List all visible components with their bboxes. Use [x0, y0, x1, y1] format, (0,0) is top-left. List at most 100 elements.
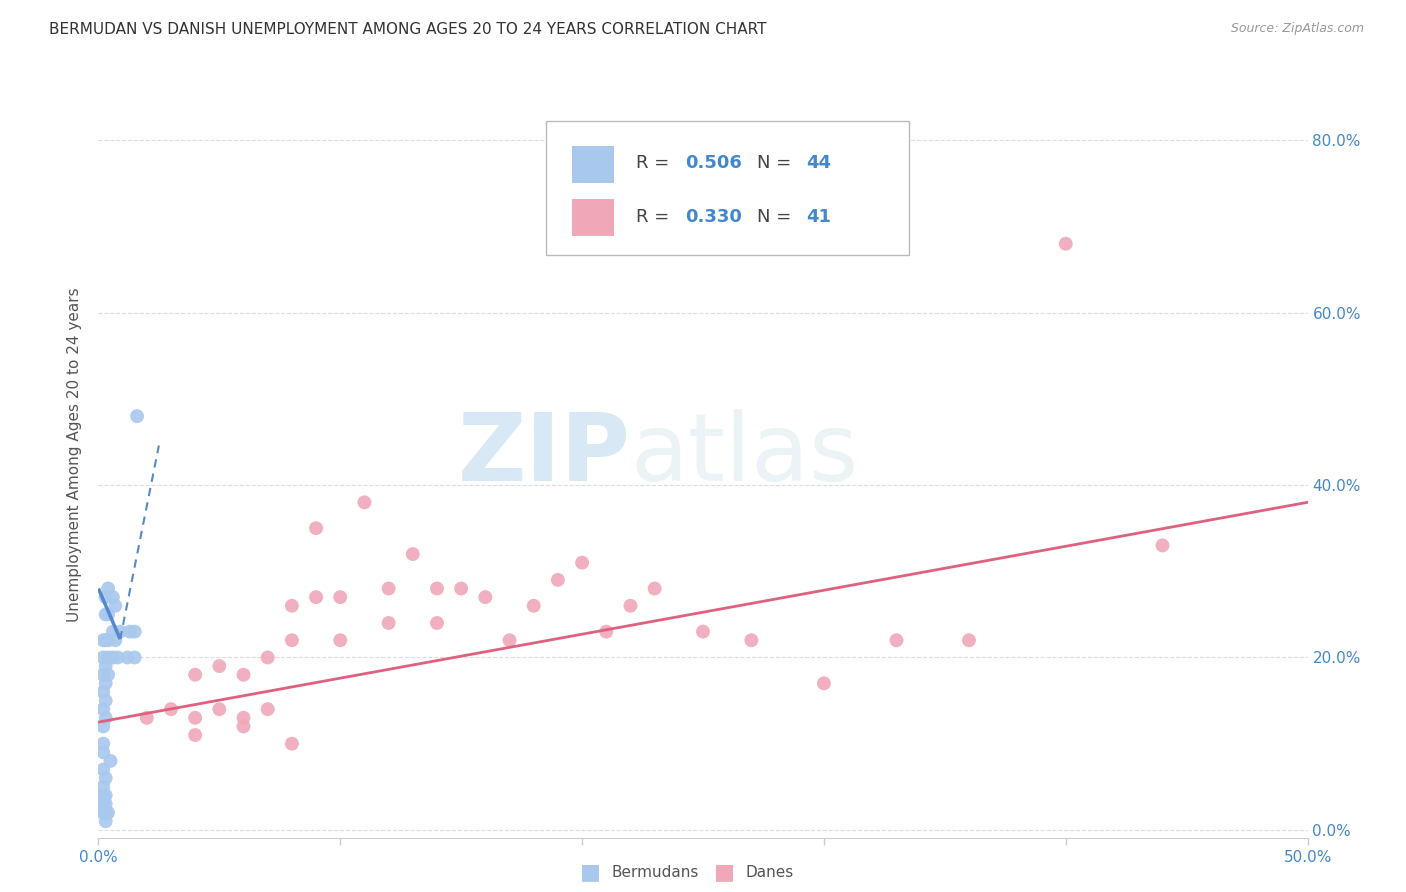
Point — [281, 737, 304, 751]
Text: Bermudans: Bermudans — [612, 865, 699, 880]
Point — [957, 633, 980, 648]
Point — [97, 805, 120, 820]
Point — [353, 495, 375, 509]
Text: 41: 41 — [806, 208, 831, 226]
Point — [97, 633, 120, 648]
Point — [91, 737, 114, 751]
Text: 44: 44 — [806, 154, 831, 172]
Point — [100, 754, 122, 768]
Point — [184, 711, 207, 725]
Point — [91, 763, 114, 777]
Point — [91, 633, 114, 648]
Point — [1054, 236, 1077, 251]
Point — [426, 582, 449, 596]
Point — [208, 659, 231, 673]
Y-axis label: Unemployment Among Ages 20 to 24 years: Unemployment Among Ages 20 to 24 years — [67, 287, 83, 623]
Point — [498, 633, 520, 648]
Point — [281, 633, 304, 648]
Text: 0.506: 0.506 — [685, 154, 742, 172]
Point — [523, 599, 546, 613]
Point — [91, 719, 114, 733]
Point — [94, 771, 117, 785]
Text: Source: ZipAtlas.com: Source: ZipAtlas.com — [1230, 22, 1364, 36]
Text: R =: R = — [637, 208, 675, 226]
Point — [94, 676, 117, 690]
Point — [91, 650, 114, 665]
Point — [97, 607, 120, 622]
Point — [94, 805, 117, 820]
Point — [619, 599, 641, 613]
Point — [117, 650, 139, 665]
Point — [91, 805, 114, 820]
Text: N =: N = — [758, 154, 797, 172]
Point — [94, 814, 117, 829]
Point — [91, 780, 114, 794]
Point — [740, 633, 762, 648]
Point — [91, 789, 114, 803]
Point — [91, 685, 114, 699]
Point — [305, 590, 328, 604]
Point — [94, 607, 117, 622]
Point — [329, 633, 352, 648]
Point — [256, 650, 278, 665]
FancyBboxPatch shape — [546, 121, 908, 255]
Point — [101, 624, 124, 639]
Point — [101, 650, 124, 665]
Point — [256, 702, 278, 716]
Point — [94, 633, 117, 648]
Point — [377, 615, 399, 630]
Point — [124, 650, 146, 665]
Point — [692, 624, 714, 639]
Point — [94, 590, 117, 604]
Point — [232, 667, 254, 681]
Point — [97, 582, 120, 596]
Point — [97, 650, 120, 665]
Text: ■: ■ — [714, 863, 734, 882]
Point — [547, 573, 569, 587]
Text: Danes: Danes — [745, 865, 793, 880]
Point — [184, 728, 207, 742]
Point — [127, 409, 149, 424]
Point — [1152, 538, 1174, 552]
Text: ZIP: ZIP — [457, 409, 630, 501]
Point — [813, 676, 835, 690]
Point — [91, 702, 114, 716]
Point — [101, 590, 124, 604]
FancyBboxPatch shape — [572, 200, 613, 236]
Point — [104, 599, 127, 613]
Point — [91, 797, 114, 811]
Point — [232, 711, 254, 725]
Point — [305, 521, 328, 535]
Point — [94, 659, 117, 673]
Point — [184, 667, 207, 681]
Point — [124, 624, 146, 639]
Point — [91, 667, 114, 681]
Point — [108, 624, 131, 639]
Point — [107, 650, 129, 665]
Point — [104, 633, 127, 648]
Point — [94, 711, 117, 725]
Point — [377, 582, 399, 596]
Text: BERMUDAN VS DANISH UNEMPLOYMENT AMONG AGES 20 TO 24 YEARS CORRELATION CHART: BERMUDAN VS DANISH UNEMPLOYMENT AMONG AG… — [49, 22, 766, 37]
Point — [118, 624, 141, 639]
Text: ■: ■ — [581, 863, 600, 882]
Point — [94, 789, 117, 803]
Point — [329, 590, 352, 604]
Point — [160, 702, 183, 716]
Point — [644, 582, 666, 596]
Point — [208, 702, 231, 716]
Point — [91, 745, 114, 759]
Point — [135, 711, 157, 725]
Point — [571, 556, 593, 570]
Point — [94, 797, 117, 811]
Point — [281, 599, 304, 613]
Point — [595, 624, 617, 639]
Text: atlas: atlas — [630, 409, 859, 501]
Text: R =: R = — [637, 154, 675, 172]
FancyBboxPatch shape — [572, 145, 613, 183]
Text: N =: N = — [758, 208, 797, 226]
Point — [94, 693, 117, 707]
Text: 0.330: 0.330 — [685, 208, 742, 226]
Point — [886, 633, 908, 648]
Point — [450, 582, 472, 596]
